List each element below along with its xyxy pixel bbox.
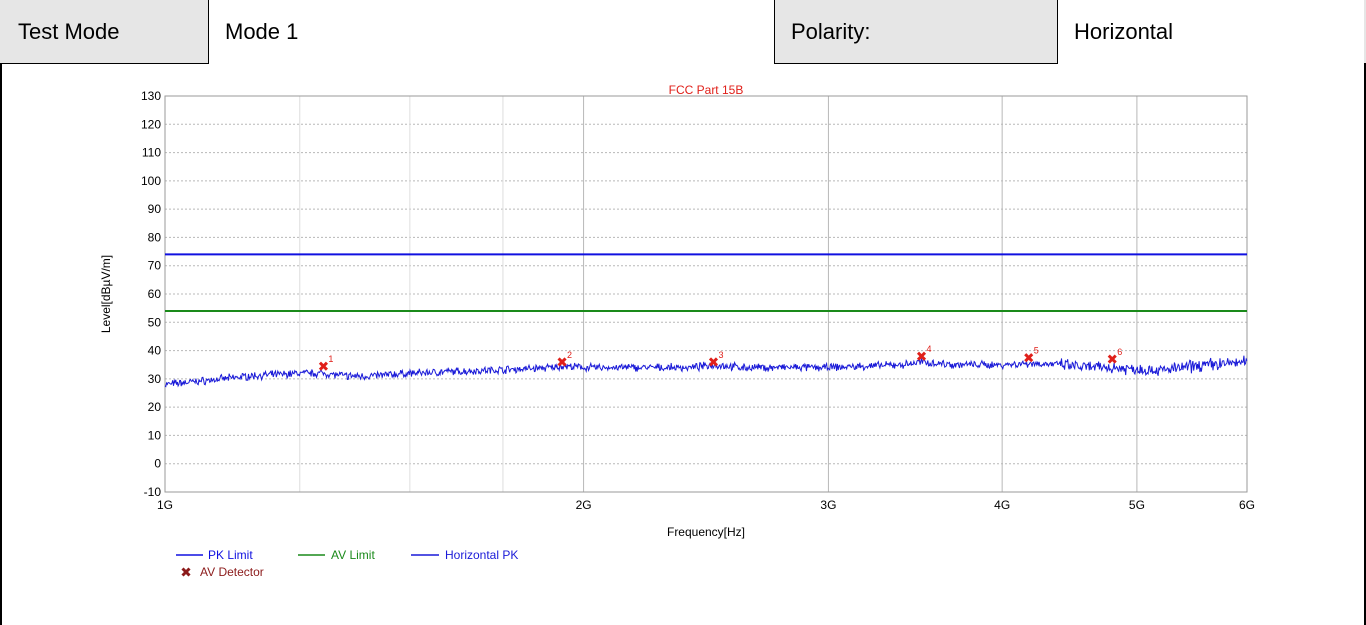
- x-tick-labels: 1G 2G 3G 4G 5G 6G: [157, 498, 1255, 512]
- grid-lines: [165, 96, 1247, 492]
- y-tick-label: 0: [154, 457, 161, 471]
- y-axis-label: Level[dBµV/m]: [99, 255, 113, 333]
- x-axis-label: Frequency[Hz]: [667, 525, 745, 539]
- legend-av-detector-marker: [181, 567, 191, 577]
- legend: PK Limit AV Limit Horizontal PK AV Detec…: [176, 548, 518, 579]
- polarity-label: Polarity:: [775, 0, 1058, 64]
- av-detector-marker-1: [318, 361, 328, 371]
- y-tick-label: 20: [148, 400, 162, 414]
- marker-stroke: [1107, 354, 1117, 364]
- y-tick-label: 70: [148, 259, 162, 273]
- plot-area: [164, 95, 1248, 493]
- y-tick-label: 30: [148, 372, 162, 386]
- marker-stroke: [181, 567, 191, 577]
- x-tick-label: 6G: [1239, 498, 1255, 512]
- y-tick-label: 60: [148, 287, 162, 301]
- header-row: Test Mode Mode 1 Polarity: Horizontal: [0, 0, 1366, 64]
- legend-pk-limit-label: PK Limit: [208, 548, 253, 562]
- av-detector-marker-label: 2: [567, 350, 572, 360]
- series-layer: [164, 253, 1248, 388]
- av-detector-marker-2: [557, 357, 567, 367]
- x-tick-label: 2G: [576, 498, 592, 512]
- av-detector-marker-5: [1024, 353, 1034, 363]
- y-tick-label: 10: [148, 428, 162, 442]
- y-tick-labels: -10 0 10 20 30 40 50 60 70 80 90 100 110 120 130: [141, 89, 161, 499]
- legend-marker-cross: [181, 567, 191, 577]
- test-mode-label: Test Mode: [2, 0, 209, 64]
- y-tick-label: 50: [148, 315, 162, 329]
- x-tick-label: 4G: [994, 498, 1010, 512]
- y-tick-label: 90: [148, 202, 162, 216]
- x-tick-label: 3G: [820, 498, 836, 512]
- horizontal-pk-trace: [164, 355, 1248, 388]
- y-tick-label: 110: [142, 146, 161, 160]
- av-detector-marker-4: [916, 351, 927, 361]
- marker-stroke: [318, 361, 328, 371]
- legend-av-limit-label: AV Limit: [331, 548, 375, 562]
- av-detector-marker-label: 5: [1034, 346, 1039, 356]
- x-tick-label: 1G: [157, 498, 173, 512]
- av-detector-marker-3: [708, 357, 719, 367]
- av-detector-marker-label: 6: [1117, 347, 1122, 357]
- marker-stroke: [557, 357, 567, 367]
- marker-stroke: [708, 357, 719, 367]
- marker-stroke: [916, 351, 927, 361]
- av-detector-marker-label: 3: [718, 350, 723, 360]
- y-tick-label: 120: [141, 117, 161, 131]
- av-detector-marker-label: 4: [927, 344, 932, 354]
- test-mode-value: Mode 1: [209, 0, 775, 64]
- av-detector-marker-6: [1107, 354, 1117, 364]
- legend-av-detector-label: AV Detector: [200, 565, 264, 579]
- x-tick-label: 5G: [1129, 498, 1145, 512]
- chart-title: FCC Part 15B: [669, 83, 744, 97]
- y-tick-label: 80: [148, 230, 162, 244]
- y-tick-label: 130: [141, 89, 161, 103]
- emission-chart: FCC Part 15B -10010203040506070809010011…: [99, 83, 1255, 579]
- av-detector-markers: 1 2 3 4 5 6: [318, 344, 1122, 371]
- legend-horizontal-pk-label: Horizontal PK: [445, 548, 518, 562]
- marker-stroke: [1024, 353, 1034, 363]
- av-detector-marker-label: 1: [328, 354, 333, 364]
- polarity-value: Horizontal: [1058, 0, 1364, 64]
- y-tick-label: -10: [144, 485, 162, 499]
- y-tick-label: 100: [141, 174, 161, 188]
- y-tick-label: 40: [148, 344, 162, 358]
